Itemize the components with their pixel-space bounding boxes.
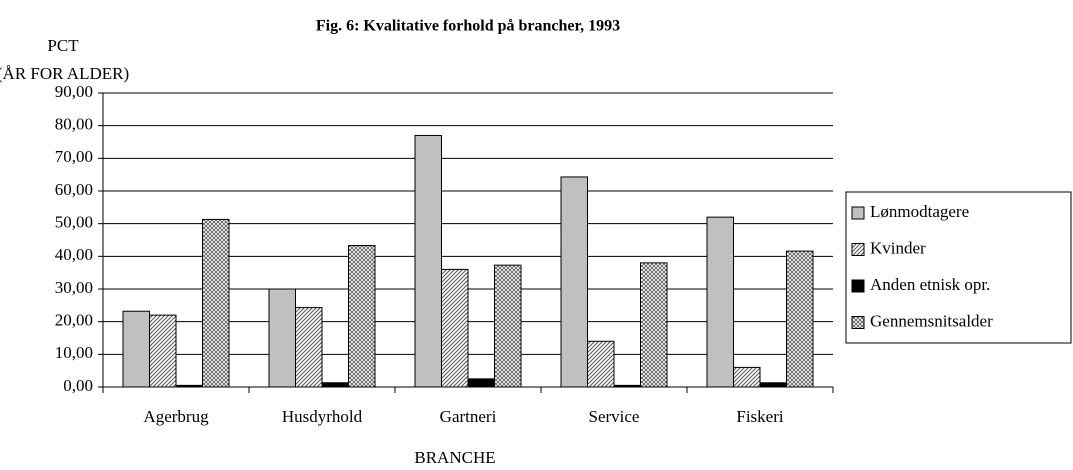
legend-swatch [851, 206, 865, 220]
y-tick-label: 90,00 [55, 82, 93, 101]
bar [441, 268, 469, 388]
bar [268, 288, 296, 388]
y-tick-label: 80,00 [55, 115, 93, 134]
bar [122, 310, 150, 388]
x-tick-label: Fiskeri [736, 407, 784, 426]
bar [467, 378, 495, 388]
bar [321, 382, 349, 388]
bar [202, 218, 230, 388]
bar [759, 382, 787, 388]
y-tick-label: 10,00 [55, 343, 93, 362]
y-tick-label: 0,00 [63, 376, 93, 395]
legend-label: Anden etnisk opr. [870, 275, 990, 294]
y-axis-label: PCT [47, 36, 79, 55]
bar [175, 384, 203, 388]
y-axis-label: (ÅR FOR ALDER) [0, 64, 129, 83]
x-tick-label: Agerbrug [143, 407, 209, 426]
x-tick-label: Gartneri [440, 407, 497, 426]
x-axis-label: BRANCHE [414, 448, 495, 467]
y-tick-label: 60,00 [55, 180, 93, 199]
legend-swatch [851, 279, 865, 293]
bar [295, 307, 323, 388]
x-tick-label: Service [589, 407, 640, 426]
legend-swatch [851, 316, 865, 329]
bar [706, 216, 734, 388]
bar [587, 340, 615, 388]
chart-title: Fig. 6: Kvalitative forhold på brancher,… [316, 18, 620, 35]
bar [414, 134, 442, 388]
bar [149, 314, 177, 388]
bar [348, 245, 376, 388]
y-tick-label: 30,00 [55, 278, 93, 297]
bar [494, 264, 522, 388]
bar [786, 250, 814, 388]
legend-label: Lønmodtagere [870, 202, 969, 221]
bar [560, 176, 588, 388]
legend-swatch [851, 243, 865, 256]
y-tick-label: 20,00 [55, 311, 93, 330]
legend-label: Kvinder [870, 238, 926, 257]
legend-box [845, 191, 1072, 344]
y-tick-label: 70,00 [55, 147, 93, 166]
bar [640, 262, 668, 388]
legend-label: Gennemsnitsalder [870, 311, 993, 330]
y-tick-label: 40,00 [55, 245, 93, 264]
x-tick-label: Husdyrhold [282, 407, 363, 426]
bar [613, 384, 641, 388]
y-tick-label: 50,00 [55, 213, 93, 232]
bar [733, 366, 761, 388]
